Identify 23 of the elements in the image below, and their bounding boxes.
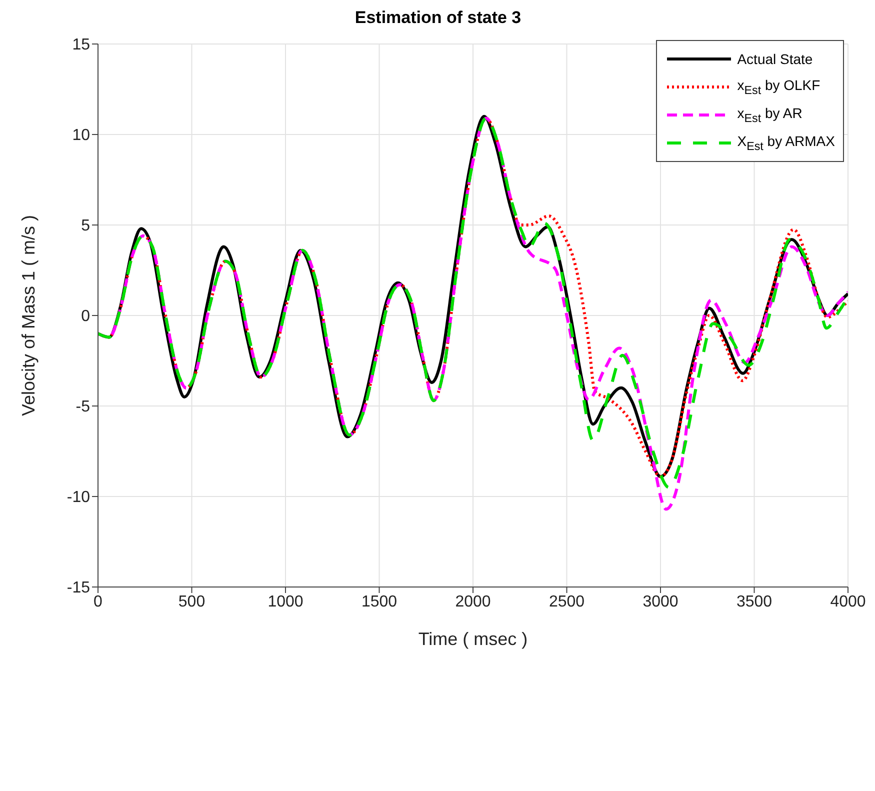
- chart-title: Estimation of state 3: [354, 8, 522, 29]
- legend-label: x$_{Est}$ by AR: [737, 105, 802, 125]
- y-axis-title: Velocity of Mass 1 ( m/s ): [18, 214, 38, 416]
- x-tick-label: 1000: [268, 593, 304, 610]
- y-tick-label: 5: [81, 218, 90, 235]
- y-tick-label: 15: [72, 36, 90, 54]
- x-tick-label: 1500: [361, 593, 398, 610]
- x-tick-label: 3500: [736, 593, 772, 610]
- x-tick-label: 500: [178, 593, 206, 610]
- x-tick-label: 4000: [830, 593, 866, 610]
- x-tick-label: 2000: [455, 593, 491, 610]
- y-tick-label: 10: [72, 127, 90, 144]
- legend-label: X$_{Est}$ by ARMAX: [737, 133, 835, 153]
- y-tick-label: -15: [66, 580, 90, 597]
- legend-label: Actual State: [737, 51, 813, 67]
- x-tick-label: 0: [94, 593, 103, 610]
- y-tick-label: -5: [76, 398, 90, 416]
- x-axis-title: Time ( msec ): [418, 629, 528, 649]
- x-tick-label: 2500: [548, 593, 585, 610]
- legend-label: x$_{Est}$ by OLKF: [737, 77, 820, 97]
- x-tick-label: 3000: [642, 593, 678, 610]
- y-tick-label: 0: [81, 308, 90, 326]
- y-tick-label: -10: [66, 489, 90, 506]
